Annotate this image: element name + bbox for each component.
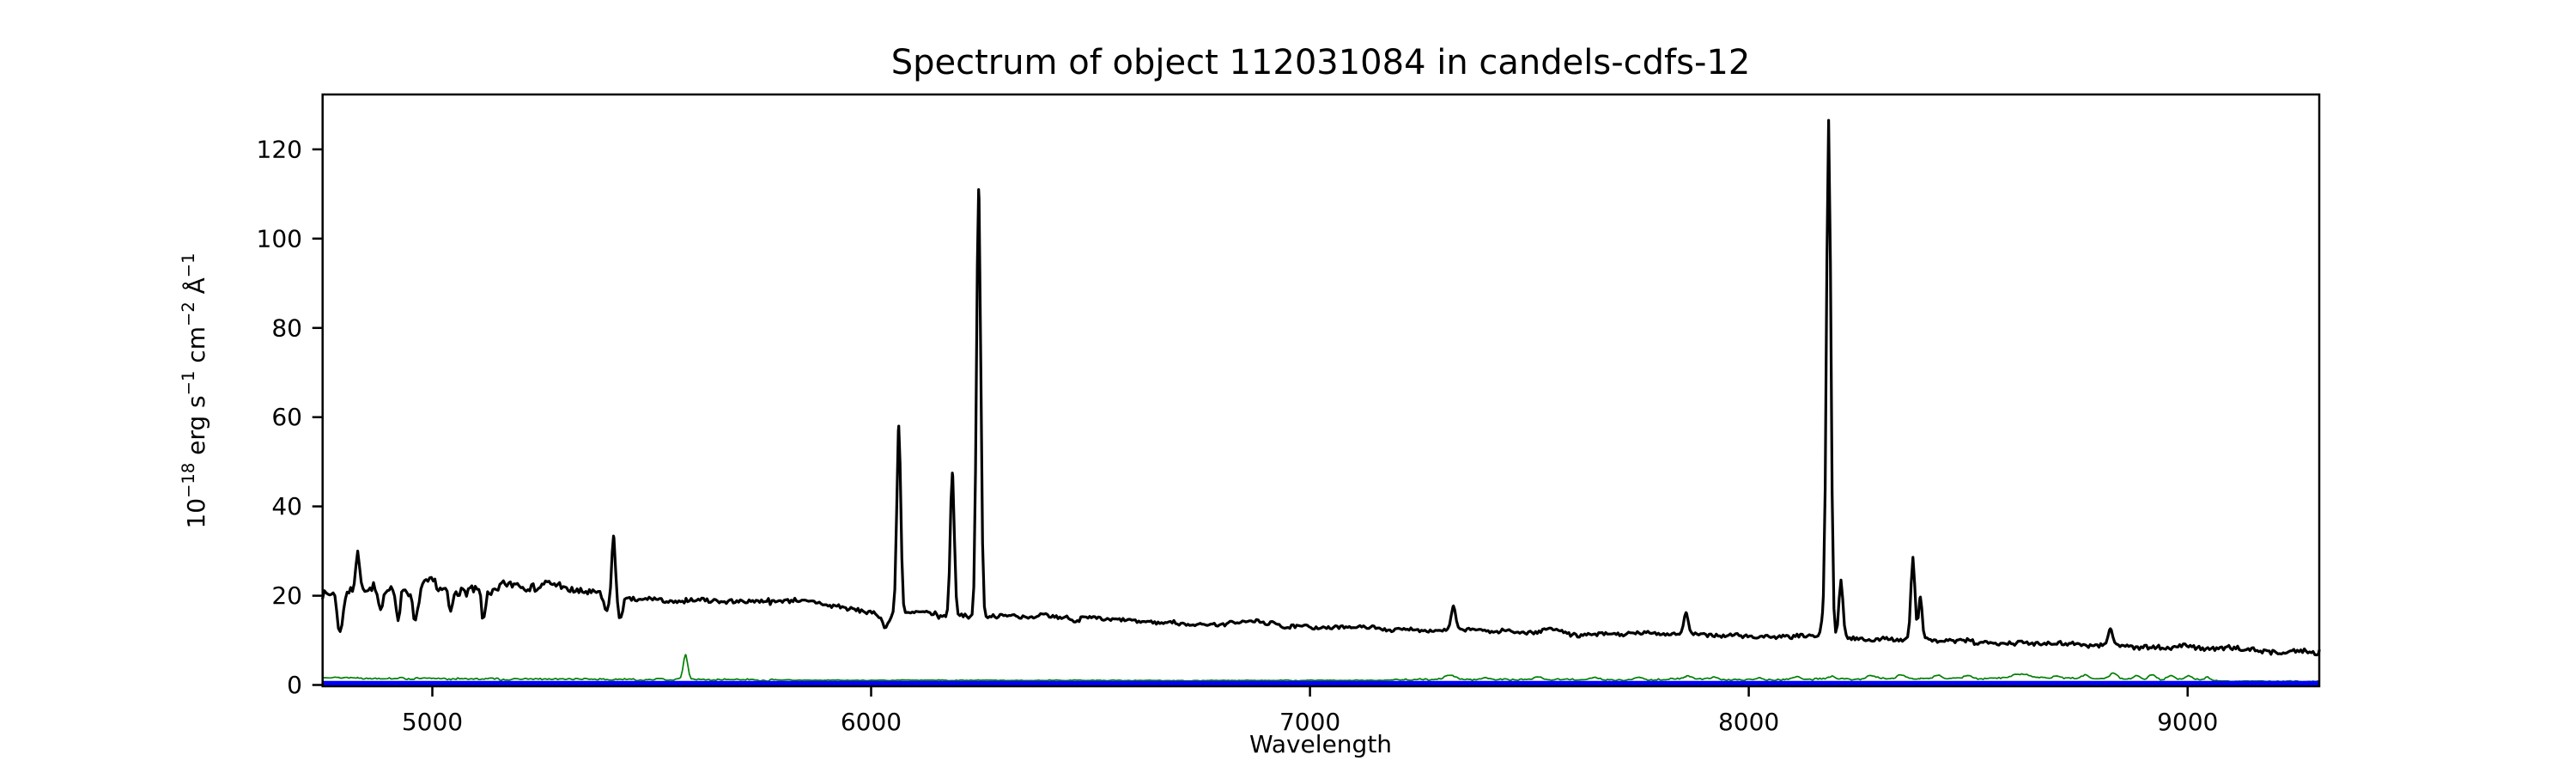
y-tick-label: 20 (271, 581, 302, 610)
y-tick-label: 100 (257, 224, 302, 253)
y-tick-label: 120 (257, 135, 302, 163)
y-tick-label: 80 (271, 313, 302, 342)
x-tick-label: 5000 (402, 708, 463, 736)
axes-border (321, 93, 2321, 688)
error-spectrum-line (321, 654, 2320, 683)
y-axis-label: 10−18 erg s−1 cm−2 Å−1 (179, 253, 210, 528)
y-tick-label: 0 (287, 671, 302, 699)
x-tick-label: 7000 (1279, 708, 1340, 736)
object-spectrum-line (321, 119, 2321, 657)
x-tick-label: 6000 (841, 708, 902, 736)
x-tick-label: 8000 (1718, 708, 1779, 736)
plot-title: Spectrum of object 112031084 in candels-… (891, 43, 1751, 82)
series-layer (321, 119, 2321, 686)
x-axis-label: Wavelength (1249, 730, 1392, 758)
y-tick-label: 40 (271, 492, 302, 520)
y-tick-label: 60 (271, 403, 302, 431)
ticks-layer: 5000 6000 7000 8000 9000 0 20 40 60 80 100 120 (257, 135, 2219, 736)
x-tick-label: 9000 (2157, 708, 2218, 736)
